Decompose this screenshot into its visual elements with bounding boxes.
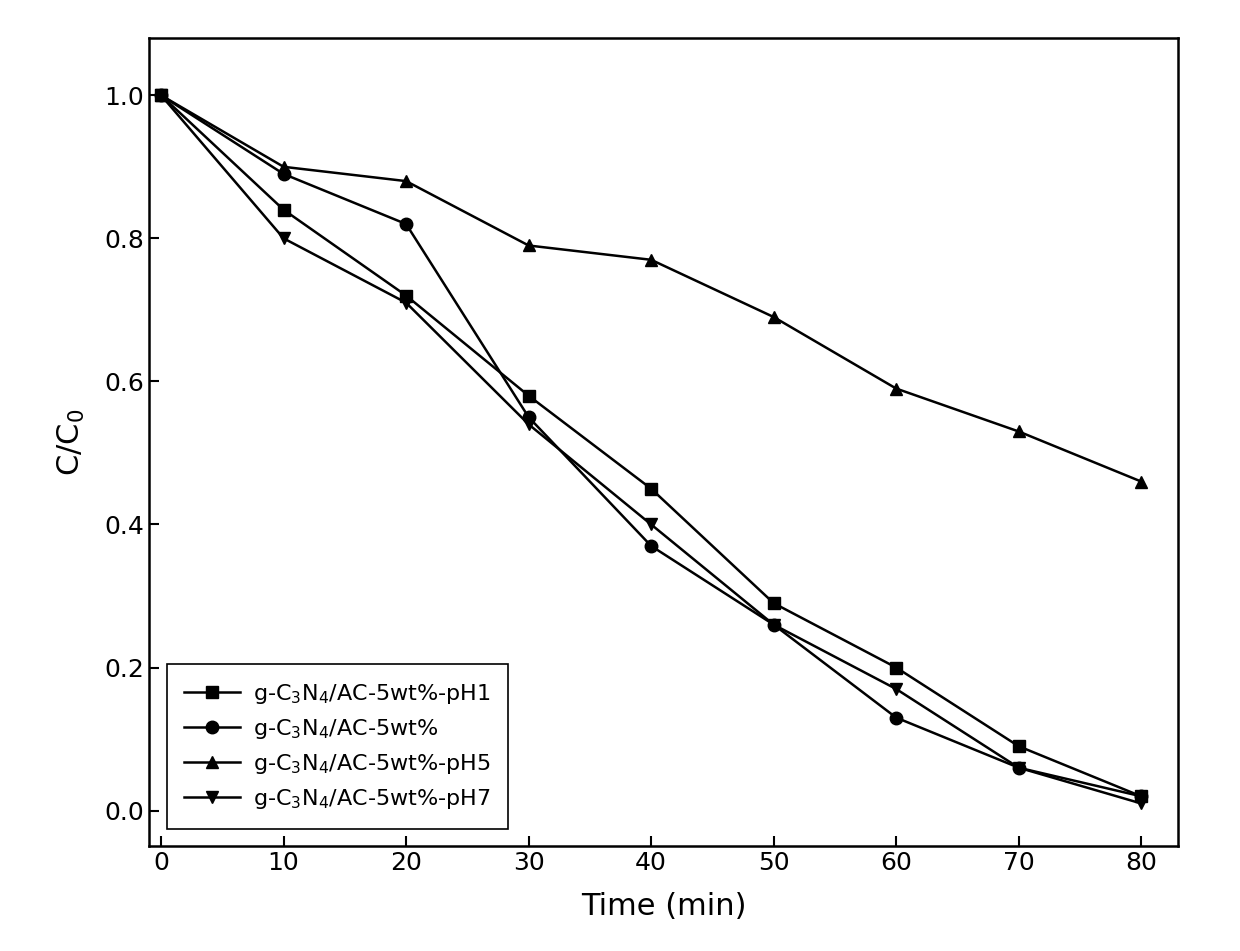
g-C$_3$N$_4$/AC-5wt%-pH5 (1012, 426, 1027, 437)
g-C$_3$N$_4$/AC-5wt% (644, 540, 658, 552)
g-C$_3$N$_4$/AC-5wt%-pH7 (398, 297, 413, 308)
g-C$_3$N$_4$/AC-5wt%-pH5 (644, 254, 658, 265)
g-C$_3$N$_4$/AC-5wt%-pH7 (1133, 798, 1148, 809)
g-C$_3$N$_4$/AC-5wt%-pH1 (1012, 741, 1027, 752)
g-C$_3$N$_4$/AC-5wt%-pH7 (889, 684, 904, 695)
g-C$_3$N$_4$/AC-5wt%-pH7 (1012, 762, 1027, 773)
Legend: g-C$_3$N$_4$/AC-5wt%-pH1, g-C$_3$N$_4$/AC-5wt%, g-C$_3$N$_4$/AC-5wt%-pH5, g-C$_3: g-C$_3$N$_4$/AC-5wt%-pH1, g-C$_3$N$_4$/A… (166, 664, 508, 828)
Line: g-C$_3$N$_4$/AC-5wt%-pH7: g-C$_3$N$_4$/AC-5wt%-pH7 (155, 89, 1147, 809)
X-axis label: Time (min): Time (min) (580, 892, 746, 921)
g-C$_3$N$_4$/AC-5wt%-pH1 (889, 662, 904, 673)
g-C$_3$N$_4$/AC-5wt%-pH7 (154, 89, 169, 101)
g-C$_3$N$_4$/AC-5wt%-pH1 (1133, 790, 1148, 802)
g-C$_3$N$_4$/AC-5wt% (1133, 790, 1148, 802)
g-C$_3$N$_4$/AC-5wt%-pH1 (398, 290, 413, 301)
g-C$_3$N$_4$/AC-5wt%-pH5 (277, 161, 291, 172)
g-C$_3$N$_4$/AC-5wt%-pH1 (154, 89, 169, 101)
g-C$_3$N$_4$/AC-5wt% (398, 219, 413, 230)
g-C$_3$N$_4$/AC-5wt%-pH5 (521, 240, 536, 251)
g-C$_3$N$_4$/AC-5wt% (766, 619, 781, 631)
g-C$_3$N$_4$/AC-5wt%-pH1 (521, 390, 536, 401)
g-C$_3$N$_4$/AC-5wt%-pH7 (644, 519, 658, 531)
g-C$_3$N$_4$/AC-5wt% (889, 712, 904, 724)
g-C$_3$N$_4$/AC-5wt%-pH7 (766, 619, 781, 631)
Y-axis label: C/C$_0$: C/C$_0$ (56, 409, 87, 476)
g-C$_3$N$_4$/AC-5wt% (154, 89, 169, 101)
g-C$_3$N$_4$/AC-5wt%-pH7 (277, 233, 291, 244)
g-C$_3$N$_4$/AC-5wt% (1012, 762, 1027, 773)
g-C$_3$N$_4$/AC-5wt%-pH1 (644, 483, 658, 495)
g-C$_3$N$_4$/AC-5wt%-pH5 (154, 89, 169, 101)
g-C$_3$N$_4$/AC-5wt% (277, 168, 291, 180)
Line: g-C$_3$N$_4$/AC-5wt%: g-C$_3$N$_4$/AC-5wt% (155, 89, 1147, 803)
g-C$_3$N$_4$/AC-5wt%-pH5 (398, 175, 413, 186)
Line: g-C$_3$N$_4$/AC-5wt%-pH1: g-C$_3$N$_4$/AC-5wt%-pH1 (155, 89, 1147, 803)
g-C$_3$N$_4$/AC-5wt% (521, 412, 536, 423)
g-C$_3$N$_4$/AC-5wt%-pH5 (766, 311, 781, 322)
Line: g-C$_3$N$_4$/AC-5wt%-pH5: g-C$_3$N$_4$/AC-5wt%-pH5 (155, 89, 1147, 488)
g-C$_3$N$_4$/AC-5wt%-pH1 (277, 204, 291, 216)
g-C$_3$N$_4$/AC-5wt%-pH5 (889, 383, 904, 395)
g-C$_3$N$_4$/AC-5wt%-pH1 (766, 597, 781, 609)
g-C$_3$N$_4$/AC-5wt%-pH7 (521, 418, 536, 430)
g-C$_3$N$_4$/AC-5wt%-pH5 (1133, 476, 1148, 487)
